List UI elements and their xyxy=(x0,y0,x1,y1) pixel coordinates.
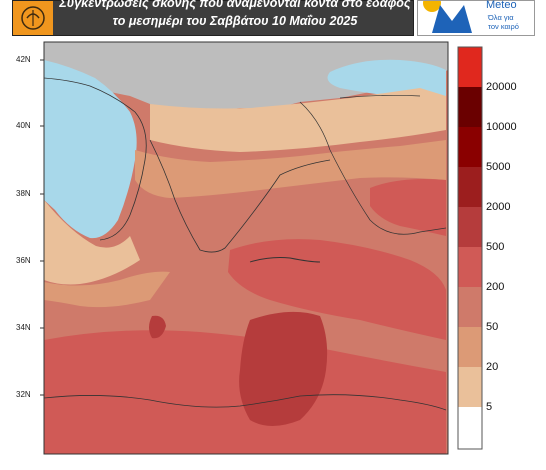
colorbar-label: 10000 xyxy=(486,121,517,133)
western-mid-dust-band xyxy=(44,271,170,308)
adriatic-coastline xyxy=(44,77,147,241)
colorbar-segment-8 xyxy=(458,327,482,367)
crete-outline xyxy=(249,257,321,263)
colorbar-label: 200 xyxy=(486,281,505,293)
meteo-slogan: Όλα για τον καιρό xyxy=(488,13,519,31)
colorbar-label: 20000 xyxy=(486,81,517,93)
title-line-2: το μεσημέρι του Σαββάτου 10 Μαΐου 2025 xyxy=(112,14,358,28)
lat-label: 34N xyxy=(16,323,31,332)
eastern-high-dust-band xyxy=(228,239,446,340)
title-line-1: Συγκεντρώσεις σκόνης που αναμένονται κον… xyxy=(59,0,411,10)
colorbar-label: 50 xyxy=(486,321,499,333)
western-low-dust-band xyxy=(44,200,140,285)
colorbar-segment-7 xyxy=(458,287,482,327)
small-max-dust-patch xyxy=(149,315,166,339)
lat-label: 36N xyxy=(16,256,31,265)
colorbar xyxy=(457,46,483,450)
lat-label: 42N xyxy=(16,55,31,64)
turkey-coastline xyxy=(299,94,447,235)
colorbar-label: 2000 xyxy=(486,201,511,213)
greece-coastline xyxy=(149,139,331,253)
colorbar-segment-10 xyxy=(458,407,482,449)
colorbar-label: 500 xyxy=(486,241,505,253)
adriatic-sea xyxy=(44,60,137,239)
black-sea xyxy=(327,59,446,98)
northern-low-dust-band xyxy=(150,88,446,152)
weather-symbol-icon xyxy=(21,6,45,30)
turkey-high-dust-band xyxy=(370,179,446,236)
colorbar-segment-2 xyxy=(458,87,482,127)
colorbar-segment-1 xyxy=(458,47,482,87)
meteo-logo: Meteo Όλα για τον καιρό xyxy=(417,0,535,36)
colorbar-segment-5 xyxy=(458,207,482,247)
lat-label: 32N xyxy=(16,390,31,399)
north-africa-coastline xyxy=(44,394,447,411)
colorbar-label: 5000 xyxy=(486,161,511,173)
title-banner: Συγκεντρώσεις σκόνης που αναμένονται κον… xyxy=(12,0,414,36)
colorbar-label: 20 xyxy=(486,361,499,373)
meteo-m-icon xyxy=(423,1,472,33)
northern-land-no-data xyxy=(44,42,448,118)
colorbar-label: 5 xyxy=(486,401,493,413)
colorbar-segment-6 xyxy=(458,247,482,287)
colorbar-segment-3 xyxy=(458,127,482,167)
map-title: Συγκεντρώσεις σκόνης που αναμένονται κον… xyxy=(57,0,413,33)
lat-label: 38N xyxy=(16,189,31,198)
lat-label: 40N xyxy=(16,121,31,130)
brand-logo-left xyxy=(13,1,53,35)
colorbar-segment-9 xyxy=(458,367,482,407)
libya-max-dust-core xyxy=(239,311,328,426)
central-mid-dust-band xyxy=(135,140,446,198)
map-frame xyxy=(43,41,449,455)
colorbar-segment-4 xyxy=(458,167,482,207)
meteo-brand-name: Meteo xyxy=(486,0,517,11)
